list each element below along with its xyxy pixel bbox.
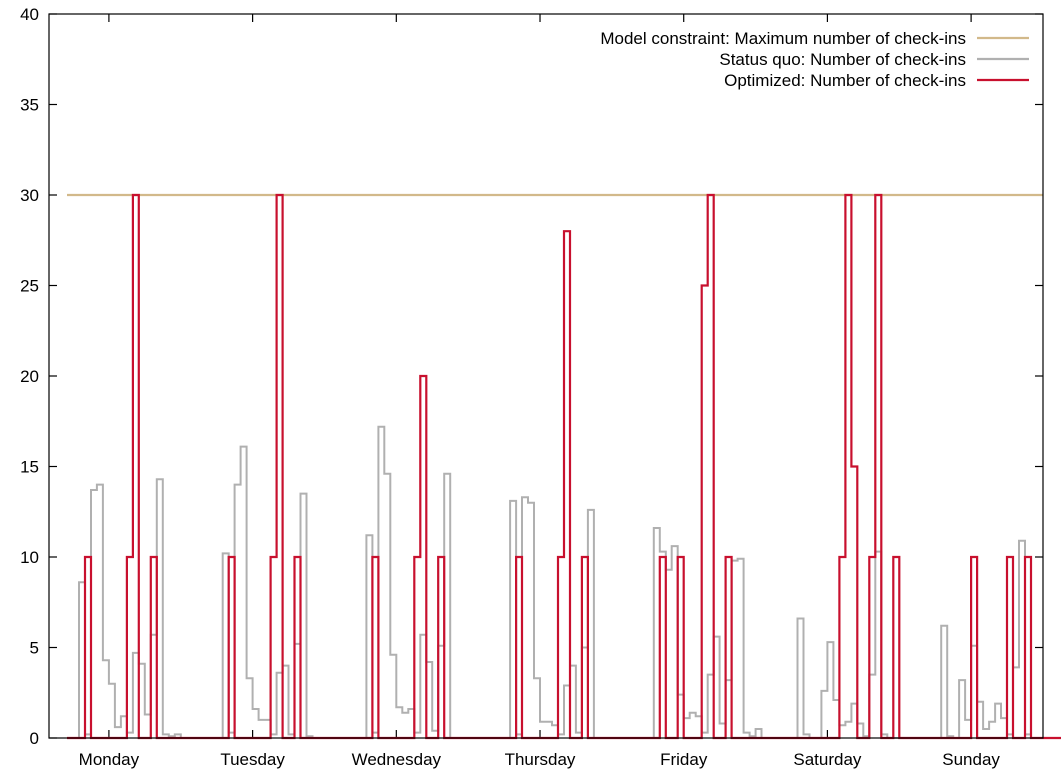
x-tick-label: Saturday <box>793 750 862 769</box>
y-tick-label: 15 <box>20 458 39 477</box>
x-tick-label: Friday <box>660 750 708 769</box>
y-tick-label: 20 <box>20 367 39 386</box>
x-tick-label: Monday <box>79 750 140 769</box>
y-tick-label: 5 <box>30 639 39 658</box>
series-line-optimized <box>67 193 1061 740</box>
y-tick-label: 35 <box>20 96 39 115</box>
y-tick-label: 10 <box>20 548 39 567</box>
y-tick-label: 40 <box>20 5 39 24</box>
y-tick-label: 0 <box>30 729 39 748</box>
x-tick-label: Tuesday <box>220 750 285 769</box>
legend-label: Optimized: Number of check-ins <box>724 71 966 90</box>
plot-series <box>67 193 1061 740</box>
legend: Model constraint: Maximum number of chec… <box>600 29 1029 90</box>
y-axis: 0 5 10 15 20 25 30 35 40 <box>20 5 1043 748</box>
x-tick-label: Sunday <box>942 750 1000 769</box>
x-tick-label: Thursday <box>505 750 576 769</box>
y-tick-label: 25 <box>20 277 39 296</box>
y-tick-label: 30 <box>20 186 39 205</box>
legend-label: Model constraint: Maximum number of chec… <box>600 29 966 48</box>
plot-frame <box>48 13 1044 739</box>
x-tick-label: Wednesday <box>352 750 442 769</box>
x-axis: Monday Tuesday Wednesday Thursday Friday Satu… <box>79 14 1000 769</box>
legend-label: Status quo: Number of check-ins <box>719 50 966 69</box>
